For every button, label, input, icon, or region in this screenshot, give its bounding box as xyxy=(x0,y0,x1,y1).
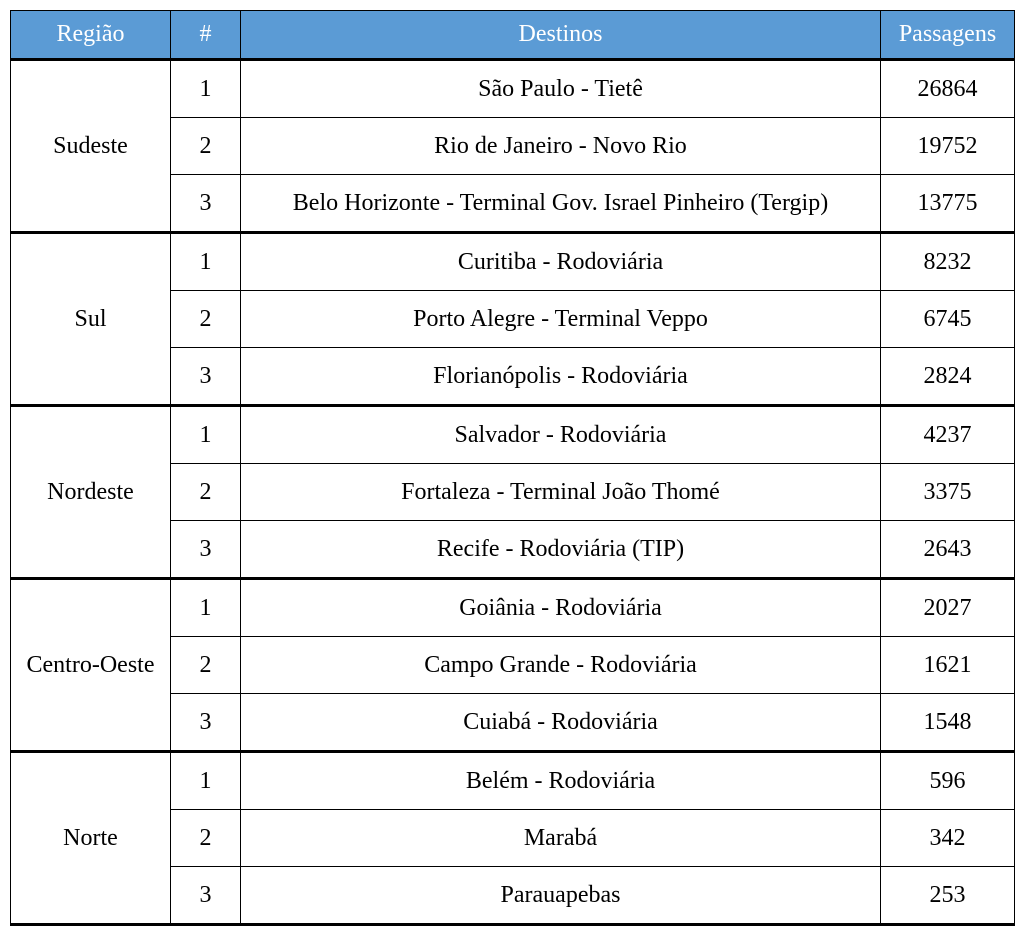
destination-cell: Salvador - Rodoviária xyxy=(241,406,881,464)
destinations-table: Região # Destinos Passagens Sudeste1São … xyxy=(10,10,1015,926)
passengers-cell: 253 xyxy=(881,867,1015,925)
passengers-cell: 2643 xyxy=(881,521,1015,579)
destination-cell: Marabá xyxy=(241,810,881,867)
passengers-cell: 2027 xyxy=(881,579,1015,637)
passengers-cell: 2824 xyxy=(881,348,1015,406)
passengers-cell: 342 xyxy=(881,810,1015,867)
destination-cell: Belém - Rodoviária xyxy=(241,752,881,810)
passengers-cell: 8232 xyxy=(881,233,1015,291)
table-row: Sul1Curitiba - Rodoviária8232 xyxy=(11,233,1015,291)
table-header-row: Região # Destinos Passagens xyxy=(11,11,1015,60)
passengers-cell: 1548 xyxy=(881,694,1015,752)
passengers-cell: 4237 xyxy=(881,406,1015,464)
col-header-regiao: Região xyxy=(11,11,171,60)
rank-cell: 1 xyxy=(171,233,241,291)
destination-cell: Campo Grande - Rodoviária xyxy=(241,637,881,694)
passengers-cell: 13775 xyxy=(881,175,1015,233)
passengers-cell: 19752 xyxy=(881,118,1015,175)
region-cell: Norte xyxy=(11,752,171,925)
rank-cell: 1 xyxy=(171,60,241,118)
destination-cell: Parauapebas xyxy=(241,867,881,925)
rank-cell: 2 xyxy=(171,637,241,694)
region-cell: Centro-Oeste xyxy=(11,579,171,752)
region-cell: Sul xyxy=(11,233,171,406)
destination-cell: Florianópolis - Rodoviária xyxy=(241,348,881,406)
rank-cell: 3 xyxy=(171,867,241,925)
table-row: Centro-Oeste1Goiânia - Rodoviária2027 xyxy=(11,579,1015,637)
destination-cell: Porto Alegre - Terminal Veppo xyxy=(241,291,881,348)
rank-cell: 2 xyxy=(171,464,241,521)
col-header-num: # xyxy=(171,11,241,60)
rank-cell: 3 xyxy=(171,348,241,406)
destination-cell: Goiânia - Rodoviária xyxy=(241,579,881,637)
rank-cell: 1 xyxy=(171,406,241,464)
col-header-destinos: Destinos xyxy=(241,11,881,60)
rank-cell: 2 xyxy=(171,291,241,348)
passengers-cell: 26864 xyxy=(881,60,1015,118)
rank-cell: 1 xyxy=(171,579,241,637)
destination-cell: Curitiba - Rodoviária xyxy=(241,233,881,291)
rank-cell: 3 xyxy=(171,175,241,233)
table-row: Norte1Belém - Rodoviária596 xyxy=(11,752,1015,810)
passengers-cell: 6745 xyxy=(881,291,1015,348)
destination-cell: Fortaleza - Terminal João Thomé xyxy=(241,464,881,521)
table-body: Sudeste1São Paulo - Tietê268642Rio de Ja… xyxy=(11,60,1015,925)
table-row: Nordeste1Salvador - Rodoviária4237 xyxy=(11,406,1015,464)
destination-cell: Cuiabá - Rodoviária xyxy=(241,694,881,752)
destination-cell: Recife - Rodoviária (TIP) xyxy=(241,521,881,579)
rank-cell: 1 xyxy=(171,752,241,810)
rank-cell: 2 xyxy=(171,810,241,867)
passengers-cell: 596 xyxy=(881,752,1015,810)
table-row: Sudeste1São Paulo - Tietê26864 xyxy=(11,60,1015,118)
passengers-cell: 1621 xyxy=(881,637,1015,694)
rank-cell: 2 xyxy=(171,118,241,175)
rank-cell: 3 xyxy=(171,521,241,579)
region-cell: Sudeste xyxy=(11,60,171,233)
col-header-pass: Passagens xyxy=(881,11,1015,60)
destination-cell: Belo Horizonte - Terminal Gov. Israel Pi… xyxy=(241,175,881,233)
passengers-cell: 3375 xyxy=(881,464,1015,521)
destination-cell: São Paulo - Tietê xyxy=(241,60,881,118)
destination-cell: Rio de Janeiro - Novo Rio xyxy=(241,118,881,175)
rank-cell: 3 xyxy=(171,694,241,752)
region-cell: Nordeste xyxy=(11,406,171,579)
